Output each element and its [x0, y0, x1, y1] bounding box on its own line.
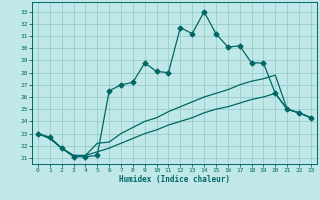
X-axis label: Humidex (Indice chaleur): Humidex (Indice chaleur) — [119, 175, 230, 184]
